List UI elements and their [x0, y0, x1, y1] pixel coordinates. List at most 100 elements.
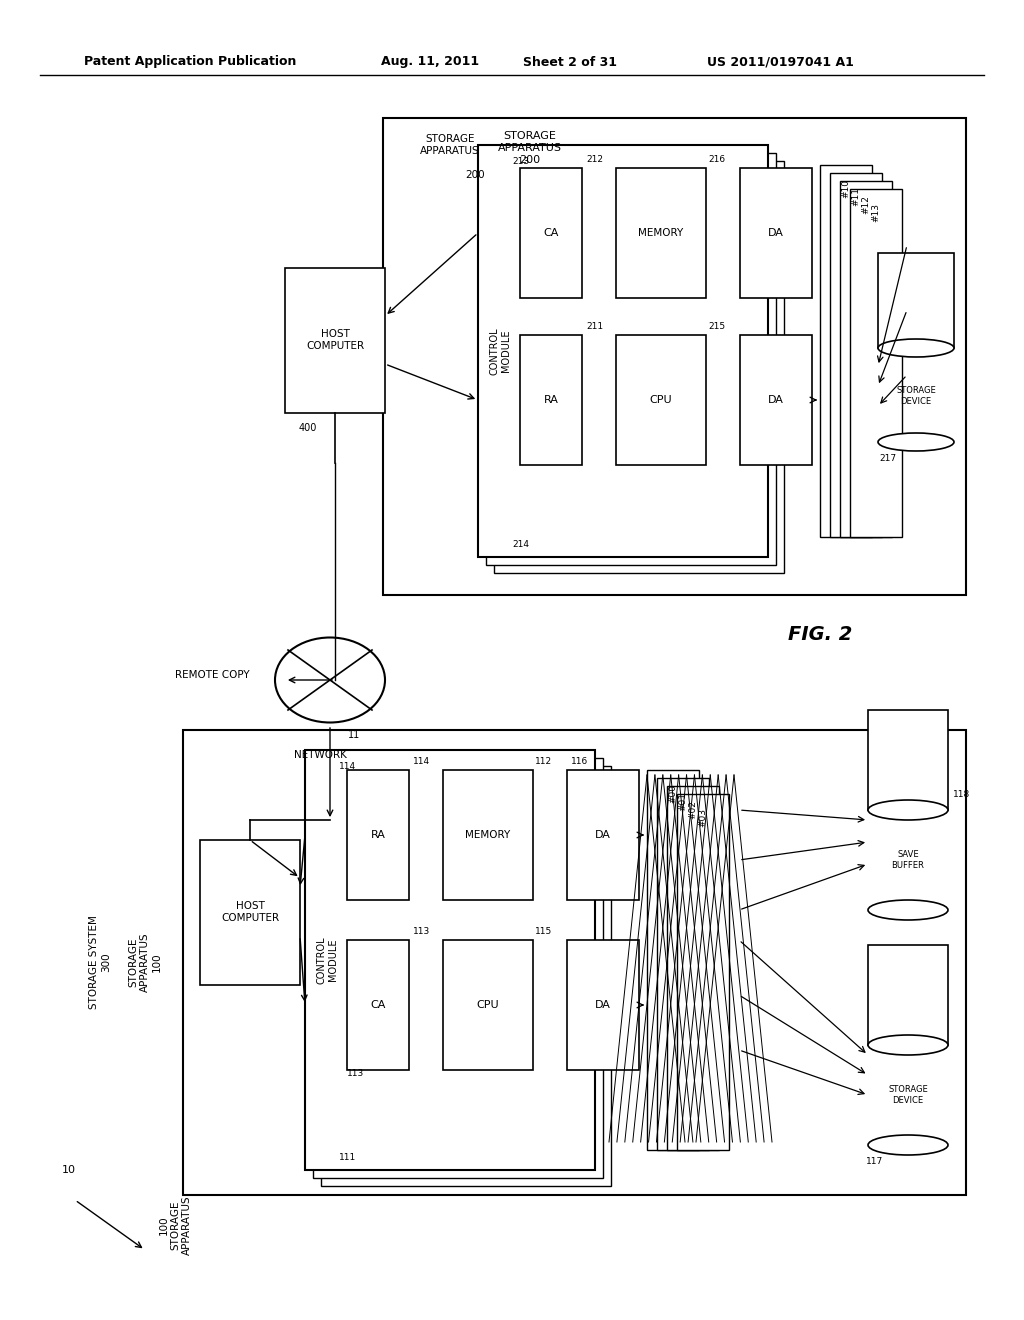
- Bar: [443, 770, 534, 900]
- Text: Patent Application Publication: Patent Application Publication: [84, 55, 296, 69]
- Ellipse shape: [868, 1135, 948, 1155]
- Bar: [868, 710, 948, 810]
- Bar: [677, 795, 729, 1150]
- Text: DA: DA: [595, 1001, 611, 1010]
- Bar: [200, 840, 300, 985]
- Text: 217: 217: [879, 454, 896, 463]
- Bar: [520, 168, 582, 298]
- Text: 400: 400: [299, 422, 317, 433]
- Text: 117: 117: [865, 1158, 883, 1166]
- Text: Aug. 11, 2011: Aug. 11, 2011: [381, 55, 479, 69]
- Bar: [520, 335, 582, 465]
- Bar: [820, 165, 872, 537]
- Text: 100
STORAGE
APPARATUS: 100 STORAGE APPARATUS: [159, 1195, 191, 1255]
- Bar: [616, 168, 706, 298]
- Ellipse shape: [868, 800, 948, 820]
- Text: 212: 212: [586, 154, 603, 164]
- Text: 213: 213: [512, 157, 529, 166]
- Bar: [667, 785, 719, 1150]
- Text: US 2011/0197041 A1: US 2011/0197041 A1: [707, 55, 853, 69]
- Text: 116: 116: [571, 756, 588, 766]
- Bar: [567, 770, 639, 900]
- Text: DA: DA: [768, 228, 784, 238]
- Bar: [616, 335, 706, 465]
- Bar: [878, 253, 954, 348]
- Bar: [850, 189, 902, 537]
- Text: STORAGE
DEVICE: STORAGE DEVICE: [888, 1085, 928, 1105]
- Ellipse shape: [868, 900, 948, 920]
- Ellipse shape: [868, 1035, 948, 1055]
- Text: 11: 11: [348, 730, 360, 741]
- Text: RA: RA: [371, 830, 385, 840]
- Text: 211: 211: [586, 322, 603, 331]
- Bar: [868, 945, 948, 1045]
- Text: 10: 10: [62, 1166, 76, 1175]
- Text: 112: 112: [535, 756, 552, 766]
- Bar: [383, 117, 966, 595]
- Text: 216: 216: [708, 154, 725, 164]
- Text: HOST
COMPUTER: HOST COMPUTER: [306, 329, 365, 351]
- Text: RA: RA: [544, 395, 558, 405]
- Text: MEMORY: MEMORY: [638, 228, 684, 238]
- Bar: [443, 940, 534, 1071]
- Text: FIG. 2: FIG. 2: [787, 626, 852, 644]
- Bar: [347, 770, 409, 900]
- Bar: [494, 161, 784, 573]
- Text: #03: #03: [698, 808, 708, 828]
- Text: 115: 115: [535, 927, 552, 936]
- Text: HOST
COMPUTER: HOST COMPUTER: [221, 902, 280, 923]
- Text: 200: 200: [465, 170, 484, 180]
- Bar: [313, 758, 603, 1177]
- Text: STORAGE SYSTEM
300: STORAGE SYSTEM 300: [89, 915, 111, 1008]
- Text: #10: #10: [842, 180, 851, 198]
- Text: CONTROL
MODULE: CONTROL MODULE: [316, 936, 338, 983]
- Bar: [486, 153, 776, 565]
- Text: #02: #02: [688, 800, 697, 818]
- Bar: [740, 335, 812, 465]
- Text: #12: #12: [861, 195, 870, 214]
- Text: CA: CA: [544, 228, 559, 238]
- Text: 118: 118: [953, 789, 971, 799]
- Text: DA: DA: [595, 830, 611, 840]
- Bar: [183, 730, 966, 1195]
- Text: STORAGE
APPARATUS: STORAGE APPARATUS: [420, 135, 480, 156]
- Bar: [321, 766, 611, 1185]
- Ellipse shape: [878, 339, 954, 356]
- Text: CPU: CPU: [477, 1001, 500, 1010]
- Text: NETWORK: NETWORK: [294, 750, 346, 760]
- Text: CPU: CPU: [649, 395, 673, 405]
- Text: 215: 215: [708, 322, 725, 331]
- Text: REMOTE COPY: REMOTE COPY: [175, 671, 250, 680]
- Bar: [567, 940, 639, 1071]
- Text: #13: #13: [871, 203, 881, 222]
- Text: STORAGE
APPARATUS
100: STORAGE APPARATUS 100: [128, 932, 162, 991]
- Text: 111: 111: [339, 1152, 356, 1162]
- Bar: [840, 181, 892, 537]
- Text: CA: CA: [371, 1001, 386, 1010]
- Bar: [285, 268, 385, 413]
- Text: 114: 114: [339, 762, 356, 771]
- Bar: [347, 940, 409, 1071]
- Text: 114: 114: [413, 756, 430, 766]
- Ellipse shape: [275, 638, 385, 722]
- Bar: [478, 145, 768, 557]
- Text: #01: #01: [679, 792, 687, 810]
- Text: 113: 113: [413, 927, 430, 936]
- Bar: [647, 770, 699, 1150]
- Text: CONTROL
MODULE: CONTROL MODULE: [489, 327, 511, 375]
- Text: 113: 113: [347, 1069, 365, 1078]
- Text: STORAGE
DEVICE: STORAGE DEVICE: [896, 387, 936, 405]
- Bar: [830, 173, 882, 537]
- Text: SAVE
BUFFER: SAVE BUFFER: [892, 850, 925, 870]
- Text: #00: #00: [669, 784, 678, 803]
- Bar: [740, 168, 812, 298]
- Text: STORAGE
APPARATUS
200: STORAGE APPARATUS 200: [498, 132, 562, 165]
- Bar: [657, 777, 709, 1150]
- Bar: [305, 750, 595, 1170]
- Text: #11: #11: [852, 187, 860, 206]
- Text: DA: DA: [768, 395, 784, 405]
- Text: Sheet 2 of 31: Sheet 2 of 31: [523, 55, 617, 69]
- Text: 214: 214: [512, 540, 529, 549]
- Ellipse shape: [878, 433, 954, 451]
- Text: MEMORY: MEMORY: [465, 830, 511, 840]
